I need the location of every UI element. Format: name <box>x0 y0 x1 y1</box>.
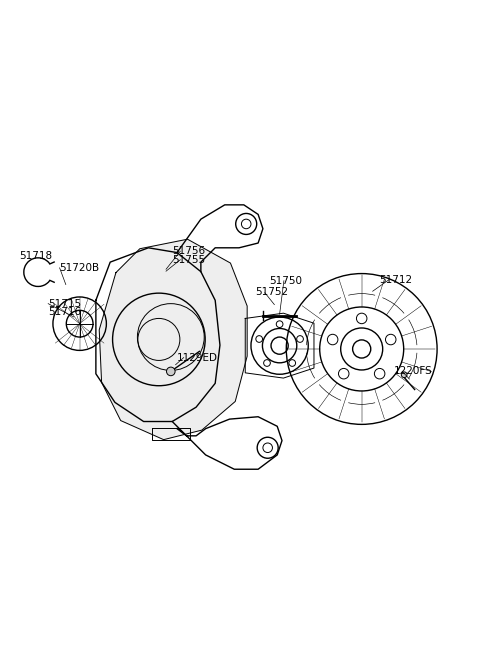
Text: 51712: 51712 <box>379 275 412 285</box>
Text: 51720B: 51720B <box>60 263 100 273</box>
Text: 51756: 51756 <box>172 246 205 256</box>
Circle shape <box>401 372 407 378</box>
Text: 51755: 51755 <box>172 255 205 265</box>
Text: 51750: 51750 <box>270 276 302 286</box>
Text: 51752: 51752 <box>255 287 288 297</box>
Text: 1129ED: 1129ED <box>177 352 218 363</box>
Text: 51715: 51715 <box>48 299 81 309</box>
Polygon shape <box>99 239 247 440</box>
Text: 1220FS: 1220FS <box>394 366 432 377</box>
Text: 51716: 51716 <box>48 307 81 317</box>
Text: 51718: 51718 <box>20 251 53 261</box>
Circle shape <box>353 340 371 358</box>
Circle shape <box>167 367 175 376</box>
